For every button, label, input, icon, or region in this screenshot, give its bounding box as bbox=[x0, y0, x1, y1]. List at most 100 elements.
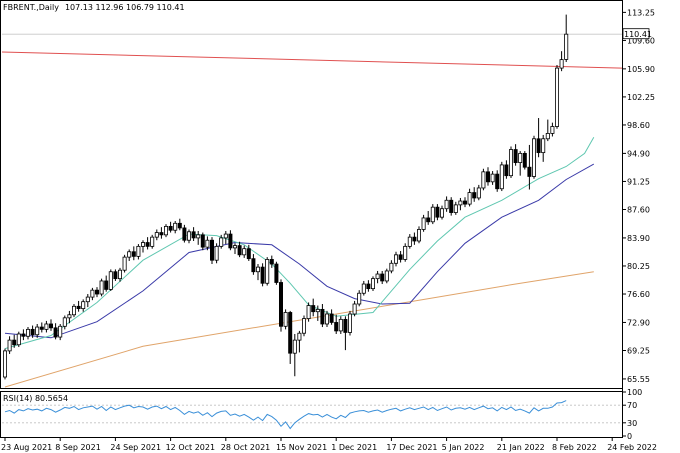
candle-body-bull bbox=[58, 325, 63, 338]
candle bbox=[380, 270, 385, 285]
candle bbox=[541, 134, 546, 162]
candle-body-bear bbox=[536, 138, 541, 154]
candle bbox=[334, 314, 339, 334]
candle-body-bull bbox=[122, 256, 127, 271]
candle bbox=[113, 269, 118, 281]
rsi-axis-ticks: 100 70 30 0 bbox=[622, 388, 642, 441]
candle bbox=[311, 298, 316, 317]
candle bbox=[439, 205, 444, 220]
candle bbox=[522, 151, 527, 170]
candle-body-bear bbox=[527, 166, 532, 177]
candle-body-bull bbox=[154, 232, 159, 238]
candle bbox=[343, 316, 348, 351]
candle bbox=[421, 214, 426, 232]
candle bbox=[205, 236, 210, 251]
candle bbox=[21, 329, 26, 341]
candle-body-bull bbox=[62, 317, 67, 327]
candle-body-bull bbox=[173, 222, 178, 231]
candle-body-bull bbox=[375, 273, 380, 280]
candle bbox=[3, 348, 8, 380]
candle-body-bull bbox=[3, 350, 8, 378]
price-tick-label: 94.90 bbox=[627, 149, 650, 158]
candle-body-bear bbox=[366, 283, 371, 290]
candle-body-bull bbox=[453, 204, 458, 213]
candle-body-bear bbox=[311, 305, 316, 313]
candle bbox=[163, 224, 168, 238]
candle bbox=[347, 310, 352, 336]
candle-body-bear bbox=[237, 245, 242, 256]
trendline-layer[interactable] bbox=[1, 51, 623, 69]
candle bbox=[72, 304, 77, 318]
candle-body-bull bbox=[297, 332, 302, 341]
current-price-label: 110.41 bbox=[624, 30, 652, 39]
date-tick-label: 8 Feb 2022 bbox=[552, 443, 597, 452]
candle bbox=[532, 135, 537, 179]
candle bbox=[453, 201, 458, 215]
candle-body-bear bbox=[200, 234, 205, 248]
candle bbox=[131, 246, 136, 261]
candle-body-bull bbox=[283, 312, 288, 327]
price-tick-label: 91.25 bbox=[627, 177, 650, 186]
candle bbox=[370, 276, 375, 291]
candle-body-bear bbox=[278, 282, 283, 327]
candle-body-bear bbox=[177, 222, 182, 229]
candle bbox=[301, 315, 306, 337]
price-tick-label: 105.90 bbox=[627, 65, 655, 74]
candle bbox=[108, 269, 113, 291]
candle bbox=[246, 244, 251, 261]
candle-body-bull bbox=[545, 133, 550, 140]
candle bbox=[416, 226, 421, 244]
candle-body-bull bbox=[265, 259, 270, 284]
candle bbox=[150, 234, 155, 249]
candle-body-bear bbox=[168, 225, 173, 231]
candle-body-bear bbox=[49, 323, 54, 329]
candle-body-bear bbox=[12, 339, 17, 346]
candle-body-bear bbox=[485, 171, 490, 183]
candle-body-bull bbox=[25, 328, 30, 337]
candle bbox=[361, 280, 366, 296]
candle bbox=[39, 322, 44, 333]
candle bbox=[384, 268, 389, 284]
candle bbox=[403, 243, 408, 262]
candle bbox=[513, 144, 518, 166]
price-tick-label: 83.90 bbox=[627, 234, 650, 243]
candle-body-bull bbox=[205, 239, 210, 248]
candle-body-bull bbox=[186, 231, 191, 241]
candle-body-bull bbox=[559, 59, 564, 69]
rsi-line bbox=[4, 400, 567, 430]
candle-body-bull bbox=[315, 308, 320, 313]
candle bbox=[449, 197, 454, 216]
candle-body-bull bbox=[306, 305, 311, 320]
candle-body-bull bbox=[127, 251, 132, 258]
candle-body-bull bbox=[324, 313, 329, 325]
candle-body-bull bbox=[357, 292, 362, 305]
price-tick-label: 109.60 bbox=[627, 36, 655, 45]
candle bbox=[7, 336, 12, 354]
candle bbox=[186, 229, 191, 244]
candle-body-bull bbox=[416, 229, 421, 242]
candle bbox=[209, 237, 214, 265]
resistance-trendline[interactable] bbox=[1, 51, 623, 69]
candle-body-bear bbox=[95, 289, 100, 295]
date-tick-label: 8 Sep 2021 bbox=[55, 443, 101, 452]
candle-body-bull bbox=[338, 318, 343, 332]
candle-body-bull bbox=[44, 323, 49, 330]
candle-body-bear bbox=[131, 251, 136, 257]
candle bbox=[242, 245, 247, 258]
candle bbox=[357, 290, 362, 307]
candle-body-bull bbox=[532, 138, 537, 177]
candle bbox=[95, 287, 100, 298]
candle-body-bull bbox=[393, 254, 398, 264]
price-tick-label: 113.25 bbox=[627, 8, 655, 17]
candle bbox=[53, 323, 58, 340]
candle bbox=[536, 118, 541, 158]
candle-body-bull bbox=[35, 326, 40, 336]
candle bbox=[545, 119, 550, 142]
candle bbox=[462, 197, 467, 208]
candle-body-bull bbox=[214, 245, 219, 261]
candle bbox=[555, 65, 560, 129]
candle-body-bear bbox=[113, 271, 118, 280]
